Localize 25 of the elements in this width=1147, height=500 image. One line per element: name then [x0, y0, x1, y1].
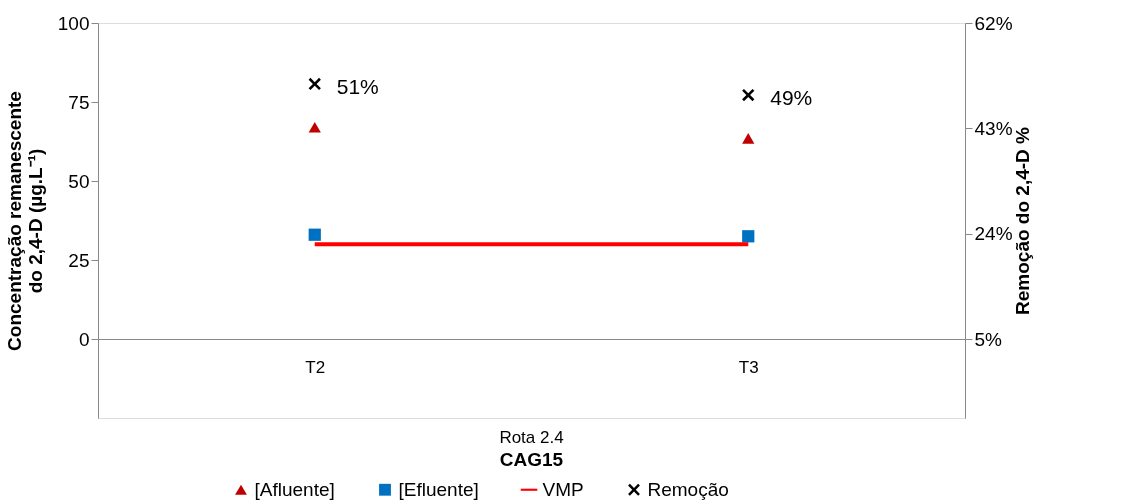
y-tick-label: 0 [78, 328, 90, 350]
y2-tick-label: 43% [974, 117, 1013, 139]
legend-label: [Efluente] [398, 478, 479, 500]
y-tick-label: 25 [68, 249, 90, 271]
x-tick-label: T2 [305, 357, 326, 377]
y-tick-label: 50 [68, 170, 90, 192]
x-tick-label: T3 [738, 357, 759, 377]
y2-tick-label: 5% [974, 328, 1003, 350]
legend-label: Remoção [647, 478, 729, 500]
y2-tick-label: 24% [974, 223, 1013, 245]
y-tick-label: 75 [68, 91, 90, 113]
point [742, 133, 755, 144]
data-label: 51% [336, 74, 379, 98]
point [742, 230, 755, 243]
legend-label: [Afluente] [254, 478, 335, 500]
legend-label: VMP [542, 478, 584, 500]
y2-tick-label: 62% [974, 12, 1013, 34]
text: Rota 2.4 [499, 428, 564, 447]
data-label: 49% [770, 86, 813, 110]
y-tick-label: 100 [57, 12, 90, 34]
point [308, 228, 321, 241]
x-axis-title: CAG15 [499, 449, 564, 470]
y2-axis-title: Remoção do 2,4-D % [1011, 126, 1033, 315]
y-axis-title: Concentração remanescente do 2,4-D (µg.L⁻¹) [3, 91, 46, 351]
point [308, 121, 321, 133]
